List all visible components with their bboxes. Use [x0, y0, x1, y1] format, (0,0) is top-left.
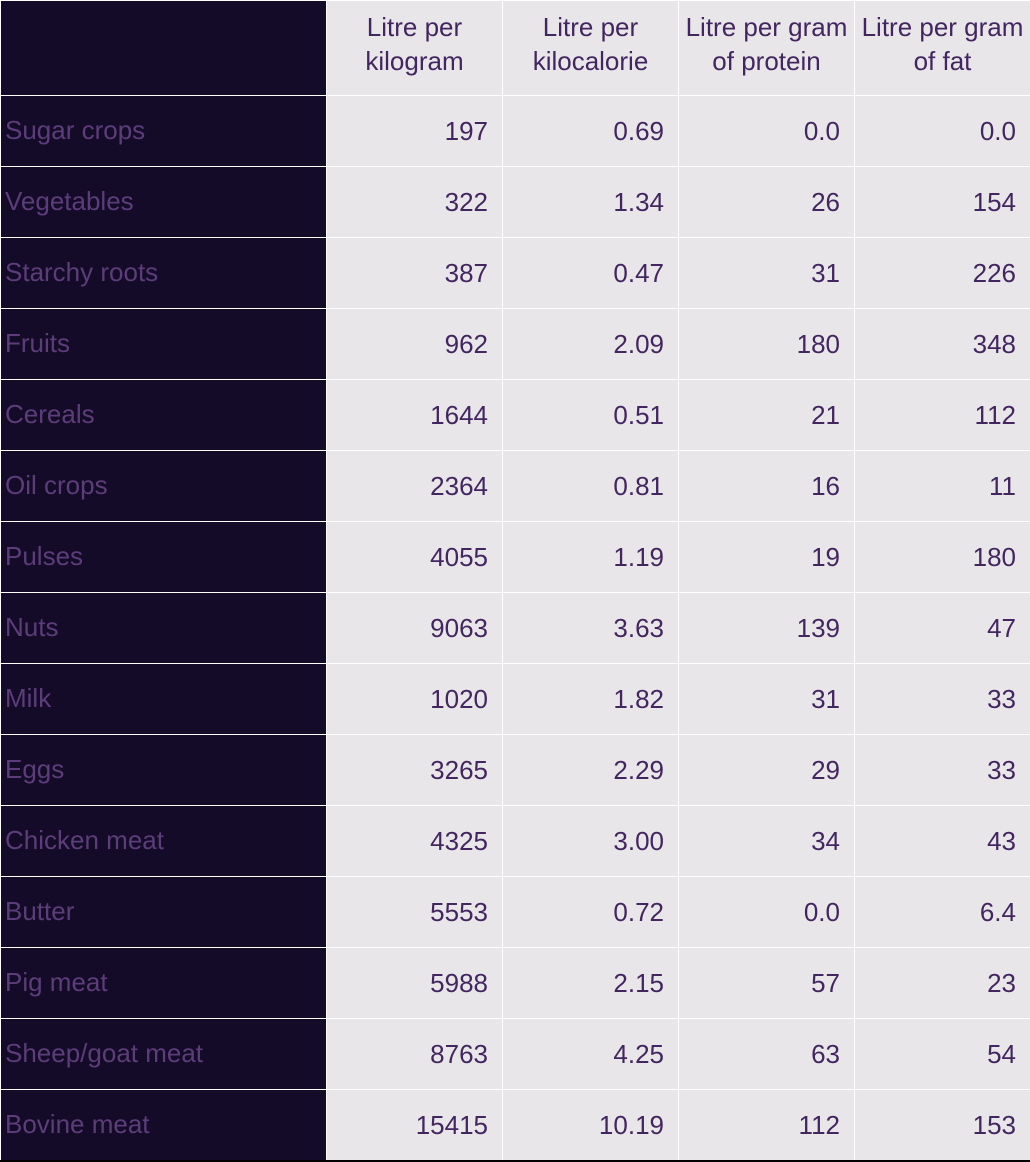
table-container: Litre per kilogram Litre per kilocalorie…	[0, 0, 1030, 1162]
table-row: Eggs32652.292933	[1, 735, 1030, 806]
cell-value: 348	[855, 309, 1030, 380]
cell-value: 180	[679, 309, 855, 380]
table-row: Starchy roots3870.4731226	[1, 238, 1030, 309]
header-col-1: Litre per kilogram	[327, 1, 503, 96]
row-label: Nuts	[1, 593, 327, 664]
cell-value: 2.09	[503, 309, 679, 380]
cell-value: 197	[327, 96, 503, 167]
row-label: Oil crops	[1, 451, 327, 522]
cell-value: 57	[679, 948, 855, 1019]
header-col-2: Litre per kilocalorie	[503, 1, 679, 96]
cell-value: 226	[855, 238, 1030, 309]
table-row: Vegetables3221.3426154	[1, 167, 1030, 238]
cell-value: 0.69	[503, 96, 679, 167]
water-footprint-table: Litre per kilogram Litre per kilocalorie…	[0, 0, 1030, 1162]
cell-value: 0.81	[503, 451, 679, 522]
cell-value: 31	[679, 238, 855, 309]
cell-value: 11	[855, 451, 1030, 522]
table-row: Butter55530.720.06.4	[1, 877, 1030, 948]
table-row: Sugar crops1970.690.00.0	[1, 96, 1030, 167]
cell-value: 0.0	[679, 877, 855, 948]
cell-value: 0.0	[855, 96, 1030, 167]
cell-value: 6.4	[855, 877, 1030, 948]
table-row: Cereals16440.5121112	[1, 380, 1030, 451]
row-label: Bovine meat	[1, 1090, 327, 1162]
row-label: Cereals	[1, 380, 327, 451]
cell-value: 5553	[327, 877, 503, 948]
cell-value: 16	[679, 451, 855, 522]
cell-value: 154	[855, 167, 1030, 238]
cell-value: 0.47	[503, 238, 679, 309]
row-label: Starchy roots	[1, 238, 327, 309]
table-row: Oil crops23640.811611	[1, 451, 1030, 522]
cell-value: 15415	[327, 1090, 503, 1162]
cell-value: 8763	[327, 1019, 503, 1090]
table-row: Sheep/goat meat87634.256354	[1, 1019, 1030, 1090]
cell-value: 47	[855, 593, 1030, 664]
row-label: Milk	[1, 664, 327, 735]
cell-value: 19	[679, 522, 855, 593]
cell-value: 54	[855, 1019, 1030, 1090]
cell-value: 33	[855, 735, 1030, 806]
header-col-4: Litre per gram of fat	[855, 1, 1030, 96]
cell-value: 0.72	[503, 877, 679, 948]
table-row: Pulses40551.1919180	[1, 522, 1030, 593]
cell-value: 2364	[327, 451, 503, 522]
cell-value: 0.0	[679, 96, 855, 167]
cell-value: 2.29	[503, 735, 679, 806]
table-row: Pig meat59882.155723	[1, 948, 1030, 1019]
row-label: Butter	[1, 877, 327, 948]
cell-value: 112	[855, 380, 1030, 451]
cell-value: 1.82	[503, 664, 679, 735]
row-label: Chicken meat	[1, 806, 327, 877]
cell-value: 10.19	[503, 1090, 679, 1162]
cell-value: 180	[855, 522, 1030, 593]
cell-value: 3.00	[503, 806, 679, 877]
row-label: Pig meat	[1, 948, 327, 1019]
cell-value: 29	[679, 735, 855, 806]
table-row: Fruits9622.09180348	[1, 309, 1030, 380]
cell-value: 3265	[327, 735, 503, 806]
table-row: Milk10201.823133	[1, 664, 1030, 735]
cell-value: 139	[679, 593, 855, 664]
cell-value: 21	[679, 380, 855, 451]
cell-value: 43	[855, 806, 1030, 877]
header-blank	[1, 1, 327, 96]
cell-value: 1.34	[503, 167, 679, 238]
cell-value: 9063	[327, 593, 503, 664]
cell-value: 23	[855, 948, 1030, 1019]
cell-value: 962	[327, 309, 503, 380]
table-row: Chicken meat43253.003443	[1, 806, 1030, 877]
row-label: Fruits	[1, 309, 327, 380]
row-label: Eggs	[1, 735, 327, 806]
cell-value: 34	[679, 806, 855, 877]
cell-value: 1.19	[503, 522, 679, 593]
table-body: Sugar crops1970.690.00.0Vegetables3221.3…	[1, 96, 1030, 1162]
cell-value: 4055	[327, 522, 503, 593]
cell-value: 4325	[327, 806, 503, 877]
cell-value: 26	[679, 167, 855, 238]
cell-value: 3.63	[503, 593, 679, 664]
row-label: Pulses	[1, 522, 327, 593]
cell-value: 33	[855, 664, 1030, 735]
header-col-3: Litre per gram of protein	[679, 1, 855, 96]
cell-value: 1020	[327, 664, 503, 735]
cell-value: 1644	[327, 380, 503, 451]
table-row: Nuts90633.6313947	[1, 593, 1030, 664]
row-label: Sheep/goat meat	[1, 1019, 327, 1090]
row-label: Sugar crops	[1, 96, 327, 167]
row-label: Vegetables	[1, 167, 327, 238]
cell-value: 2.15	[503, 948, 679, 1019]
cell-value: 4.25	[503, 1019, 679, 1090]
cell-value: 0.51	[503, 380, 679, 451]
cell-value: 387	[327, 238, 503, 309]
cell-value: 5988	[327, 948, 503, 1019]
cell-value: 322	[327, 167, 503, 238]
cell-value: 31	[679, 664, 855, 735]
cell-value: 63	[679, 1019, 855, 1090]
table-row: Bovine meat1541510.19112153	[1, 1090, 1030, 1162]
cell-value: 112	[679, 1090, 855, 1162]
table-header-row: Litre per kilogram Litre per kilocalorie…	[1, 1, 1030, 96]
cell-value: 153	[855, 1090, 1030, 1162]
